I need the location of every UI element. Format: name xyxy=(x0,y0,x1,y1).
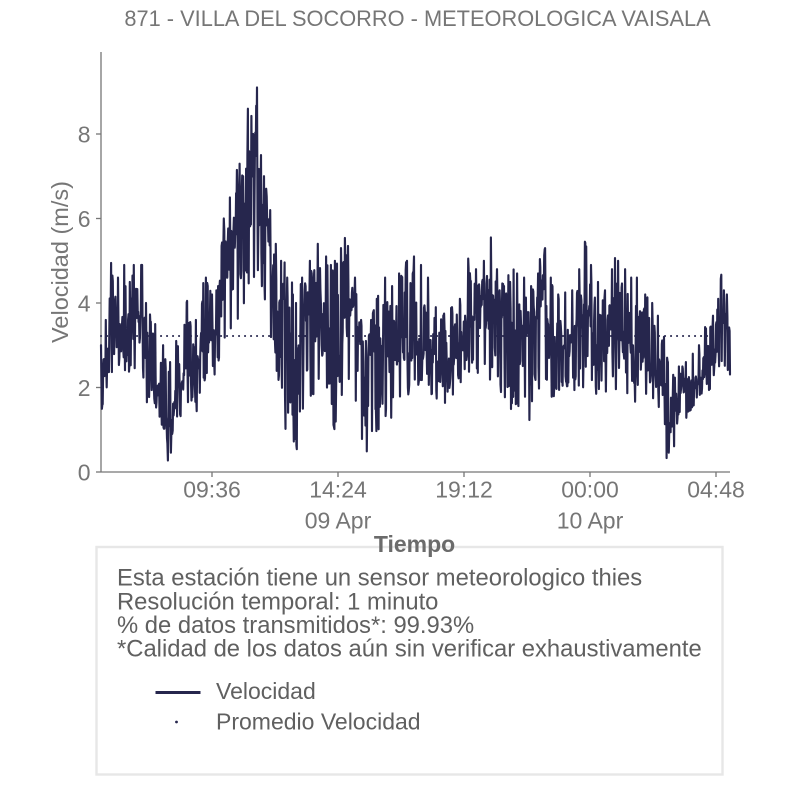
svg-text:Velocidad: Velocidad xyxy=(216,678,316,704)
svg-text:4: 4 xyxy=(78,290,91,316)
svg-text:14:24: 14:24 xyxy=(309,477,367,503)
svg-text:% de datos transmitidos*: 99.9: % de datos transmitidos*: 99.93% xyxy=(117,612,474,639)
svg-text:09:36: 09:36 xyxy=(183,477,241,503)
svg-text:8: 8 xyxy=(78,121,91,147)
svg-text:10 Apr: 10 Apr xyxy=(557,508,624,534)
svg-text:2: 2 xyxy=(78,375,91,401)
svg-text:Velocidad (m/s): Velocidad (m/s) xyxy=(47,181,73,343)
svg-text:Esta estación tiene un sensor: Esta estación tiene un sensor meteorolog… xyxy=(117,565,642,592)
svg-text:Resolución temporal: 1 minuto: Resolución temporal: 1 minuto xyxy=(117,588,438,615)
svg-text:0: 0 xyxy=(78,459,91,485)
svg-text:04:48: 04:48 xyxy=(687,477,745,503)
svg-text:00:00: 00:00 xyxy=(561,477,619,503)
svg-text:Tiempo: Tiempo xyxy=(374,531,455,557)
svg-text:09 Apr: 09 Apr xyxy=(305,508,372,534)
svg-text:6: 6 xyxy=(78,206,91,232)
svg-text:871 - VILLA DEL SOCORRO - METE: 871 - VILLA DEL SOCORRO - METEOROLOGICA … xyxy=(124,6,711,31)
svg-text:Promedio Velocidad: Promedio Velocidad xyxy=(216,709,421,735)
svg-text:*Calidad de los datos aún sin: *Calidad de los datos aún sin verificar … xyxy=(117,636,702,663)
svg-text:19:12: 19:12 xyxy=(435,477,493,503)
